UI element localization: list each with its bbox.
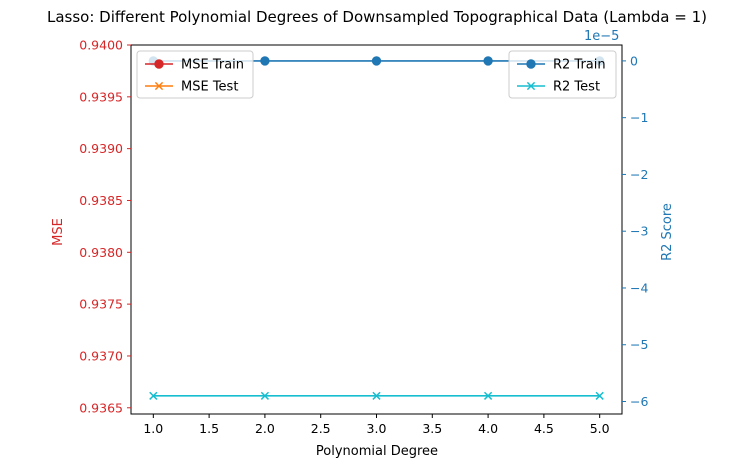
r2-test-point (149, 391, 158, 400)
right-y-tick-label: −6 (630, 394, 648, 409)
left-y-tick-label: 0.9385 (79, 193, 123, 208)
left-y-tick-label: 0.9400 (79, 38, 123, 53)
r2-train-point (483, 56, 493, 66)
right-y-tick-label: −2 (630, 167, 648, 182)
legend-right: R2 Train R2 Test (508, 50, 617, 99)
r2-test-point (372, 391, 381, 400)
left-axis-label: MSE (51, 218, 66, 246)
left-y-tick-label: 0.9375 (79, 297, 123, 312)
x-tick-label: 4.0 (478, 421, 498, 436)
r2-train-point (371, 56, 382, 66)
left-y-tick-label: 0.9370 (79, 348, 123, 363)
left-y-tick-label: 0.9390 (79, 141, 123, 156)
x-tick-label: 2.5 (311, 421, 331, 436)
right-axis-offset-label: 1e−5 (584, 29, 619, 44)
left-y-tick-label: 0.9395 (79, 89, 123, 104)
x-tick-label: 4.5 (534, 421, 554, 436)
x-axis-label: Polynomial Degree (316, 444, 438, 459)
legend-swatch-marker (154, 59, 164, 69)
right-y-tick-label: −4 (630, 280, 648, 295)
right-y-tick-label: 0 (630, 53, 638, 68)
right-axis-label: R2 Score (660, 203, 675, 261)
legend-label: MSE Train (181, 58, 244, 73)
legend-swatch-marker (526, 59, 536, 69)
left-y-tick-label: 0.9380 (79, 245, 123, 260)
legend-swatch-marker (526, 81, 536, 91)
right-y-tick-label: −5 (630, 337, 648, 352)
x-tick-label: 2.0 (255, 421, 275, 436)
legend-left: MSE Train MSE Test (136, 50, 254, 99)
x-tick-label: 1.5 (199, 421, 219, 436)
plot-frame (130, 44, 623, 415)
x-tick-label: 1.0 (143, 421, 163, 436)
x-tick-label: 3.5 (422, 421, 442, 436)
chart-title: Lasso: Different Polynomial Degrees of D… (47, 8, 707, 26)
r2-train-point (260, 56, 270, 66)
r2-test-point (595, 391, 604, 400)
legend-swatch-marker (154, 81, 164, 91)
right-y-tick-label: −3 (630, 224, 648, 239)
legend-label: MSE Test (181, 80, 238, 95)
legend-label: R2 Train (553, 58, 606, 73)
legend-label: R2 Test (553, 80, 600, 95)
x-tick-label: 5.0 (590, 421, 610, 436)
x-tick-label: 3.0 (367, 421, 387, 436)
r2-test-point (483, 391, 493, 400)
right-y-tick-label: −1 (630, 110, 648, 125)
left-y-tick-label: 0.9365 (79, 400, 123, 415)
r2-test-point (260, 391, 270, 400)
